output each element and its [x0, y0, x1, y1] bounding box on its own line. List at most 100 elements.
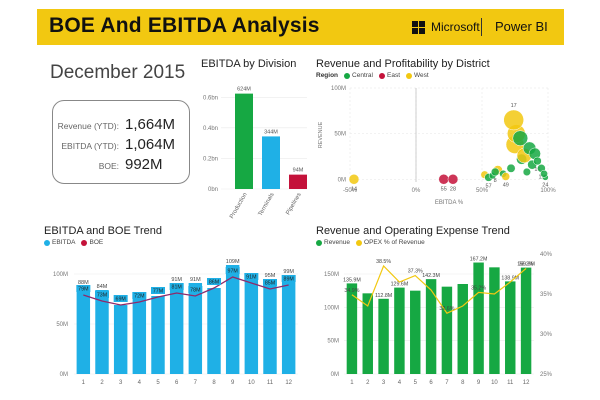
boe-data-label: 69M [116, 297, 126, 303]
legend-label: EBITDA [52, 239, 76, 246]
y-tick-label: 100M [331, 86, 346, 92]
revenue-profitability-chart[interactable]: 0M 50M 100M -50% 0% 50% 100% EBITDA % REVENUE 14 5… [312, 80, 560, 220]
revenue-opex-legend: Revenue OPEX % of Revenue [316, 239, 425, 246]
ebitda-boe-legend: EBITDA BOE [44, 239, 103, 246]
ebitda-data-label: 91M [190, 277, 201, 283]
ebitda-data-label: 95M [265, 273, 276, 279]
x-tick-label: Production [229, 192, 249, 220]
boe-data-label: 86M [209, 280, 219, 286]
boe-label-bg [113, 295, 128, 302]
point-label: 49 [503, 183, 509, 189]
y-tick-label: 0.4bn [203, 126, 218, 132]
revenue-bar [394, 287, 405, 374]
scatter-point [522, 167, 531, 177]
y-tick-label: 0M [60, 372, 68, 378]
microsoft-logo-icon [412, 20, 425, 34]
y-tick-label: 0M [338, 177, 346, 183]
x-tick-label: 9 [231, 380, 235, 386]
boe-line [83, 276, 289, 306]
legend-label: OPEX % of Revenue [364, 239, 425, 246]
scatter-legend: Region Central East West [316, 72, 429, 79]
boe-data-label: 89M [284, 277, 294, 283]
boe-data-label: 81M [172, 285, 182, 291]
boe-data-label: 85M [265, 281, 275, 287]
opex-data-label: 34.9% [344, 288, 359, 294]
data-label: 94M [293, 168, 304, 174]
opex-data-label: 32.6% [439, 306, 454, 312]
y-tick-label: 0bn [208, 187, 218, 193]
revenue-bar [425, 279, 437, 374]
legend-item-opex[interactable]: OPEX % of Revenue [356, 239, 425, 246]
legend-dot-icon [316, 239, 322, 246]
ebitda-boe-trend-chart[interactable]: 0M 50M 100M 88M 1 84M 2 3 4 5 91M 6 91M 7 8 109M 9 10 95M 1… [40, 250, 302, 395]
x-tick-label: 100% [540, 188, 556, 194]
y-tick-label: 50M [334, 132, 346, 138]
y-axis-label: REVENUE [318, 121, 324, 148]
point-label: 11 [539, 174, 545, 180]
scatter-point [503, 109, 524, 131]
legend-item-central[interactable]: Central [344, 72, 373, 79]
y2-tick-label: 25% [540, 372, 553, 378]
x-tick-label: 5 [414, 380, 418, 386]
legend-label: BOE [89, 239, 104, 246]
legend-dot-icon [379, 72, 385, 79]
opex-line [351, 264, 527, 314]
y-tick-label: 100M [324, 305, 339, 311]
legend-item-west[interactable]: West [406, 72, 429, 79]
legend-dot-icon [356, 239, 363, 246]
revenue-bar [441, 286, 453, 374]
ebitda-data-label: 91M [171, 277, 182, 283]
kpi-card[interactable]: Revenue (YTD): 1,664M EBITDA (YTD): 1,06… [52, 100, 190, 184]
ebitda-boe-trend-title: EBITDA and BOE Trend [44, 225, 163, 237]
ebitda-bar [188, 283, 203, 374]
y-tick-label: 0.6bn [203, 95, 218, 101]
ebitda-bar [151, 296, 165, 374]
x-tick-label: Pipelines [285, 192, 302, 216]
kpi-row-revenue: Revenue (YTD): 1,664M [53, 115, 189, 135]
boe-label-bg [263, 279, 277, 286]
legend-item-revenue[interactable]: Revenue [316, 239, 350, 246]
legend-item-east[interactable]: East [379, 72, 400, 79]
ebitda-data-label: 88M [78, 280, 89, 286]
kpi-label: BOE: [98, 161, 119, 171]
ebitda-division-chart[interactable]: 0bn 0.2bn 0.4bn 0.6bn 624M Production 344M Term… [195, 70, 310, 220]
boe-data-label: 79M [78, 287, 88, 293]
x-tick-label: 3 [119, 380, 123, 386]
ebitda-bar [132, 297, 147, 374]
x-tick-label: 1 [350, 380, 354, 386]
x-tick-label: 2 [100, 380, 104, 386]
boe-data-label: 72M [134, 294, 144, 300]
power-bi-label: Power BI [495, 19, 548, 34]
x-tick-label: 9 [477, 380, 481, 386]
x-axis-label: EBITDA % [435, 200, 464, 206]
kpi-value: 1,664M [125, 116, 176, 133]
revenue-data-label: 142.3M [422, 273, 440, 279]
ebitda-bar [207, 288, 221, 374]
data-label: 344M [264, 129, 278, 135]
revenue-profitability-title: Revenue and Profitability by District [316, 58, 490, 70]
revenue-bar [489, 267, 500, 374]
scatter-point [506, 163, 516, 173]
ebitda-bar [76, 286, 91, 374]
legend-item-boe[interactable]: BOE [81, 239, 103, 246]
x-tick-label: 8 [212, 380, 216, 386]
x-tick-label: Terminals [258, 192, 276, 217]
ebitda-bar [225, 265, 240, 374]
kpi-label: EBITDA (YTD): [61, 141, 119, 151]
revenue-data-label: 167.2M [470, 257, 488, 263]
y-tick-label: 100M [53, 272, 68, 278]
x-tick-label: 7 [194, 380, 198, 386]
x-tick-label: 12 [523, 380, 530, 386]
microsoft-label: Microsoft [431, 20, 480, 34]
legend-dot-icon [44, 239, 50, 246]
point-label: 17 [511, 103, 517, 109]
boe-label-bg [76, 285, 91, 292]
legend-item-ebitda[interactable]: EBITDA [44, 239, 75, 246]
boe-label-bg [95, 291, 109, 298]
x-tick-label: 4 [138, 380, 142, 386]
x-tick-label: 3 [382, 380, 386, 386]
x-tick-label: 2 [366, 380, 370, 386]
revenue-bar [520, 267, 532, 374]
scatter-point [490, 167, 500, 177]
